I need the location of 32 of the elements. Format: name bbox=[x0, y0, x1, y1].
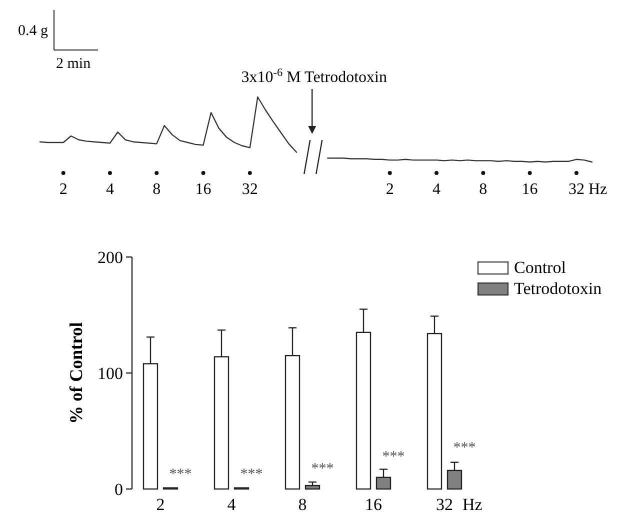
x-tick-label: 2 bbox=[59, 181, 68, 198]
annotation: *** bbox=[240, 466, 263, 483]
x-tick-label: 2 bbox=[386, 181, 394, 198]
x-axis-title: Hz bbox=[462, 495, 483, 514]
y-tick-label: 0 bbox=[114, 480, 123, 499]
x-tick-label: 32 bbox=[568, 181, 584, 198]
text: 3x10$^{-6}$ M Tetrodotoxin bbox=[241, 67, 387, 86]
x-tick-label: 4 bbox=[227, 495, 236, 514]
x-tick-label: 32 bbox=[242, 181, 258, 198]
x-tick-label: 32 bbox=[436, 495, 453, 514]
x-axis-title: Hz bbox=[588, 181, 608, 198]
x-tick-label: 8 bbox=[298, 495, 307, 514]
bar bbox=[304, 484, 320, 490]
x-tick-label: 16 bbox=[195, 181, 212, 198]
text: 2 min bbox=[56, 56, 92, 72]
text: 0.4 g bbox=[18, 23, 48, 39]
x-tick-label: 8 bbox=[479, 181, 488, 198]
x-tick-label: 2 bbox=[156, 495, 165, 514]
annotation: *** bbox=[169, 466, 192, 483]
y-axis-title: % of Control bbox=[66, 322, 86, 424]
x-tick-label: 16 bbox=[522, 181, 538, 198]
annotation: *** bbox=[382, 449, 405, 466]
annotation: *** bbox=[453, 440, 476, 456]
legend-label: Control bbox=[514, 258, 566, 277]
y-tick-label: 100 bbox=[98, 364, 123, 383]
x-tick-label: 4 bbox=[106, 181, 114, 198]
annotation: *** bbox=[311, 460, 334, 477]
x-tick-label: 16 bbox=[365, 495, 382, 514]
y-tick-label: 200 bbox=[98, 248, 123, 267]
x-tick-label: 8 bbox=[152, 181, 161, 198]
legend-label: Tetrodotoxin bbox=[514, 279, 602, 298]
x-tick-label: 4 bbox=[432, 181, 441, 198]
